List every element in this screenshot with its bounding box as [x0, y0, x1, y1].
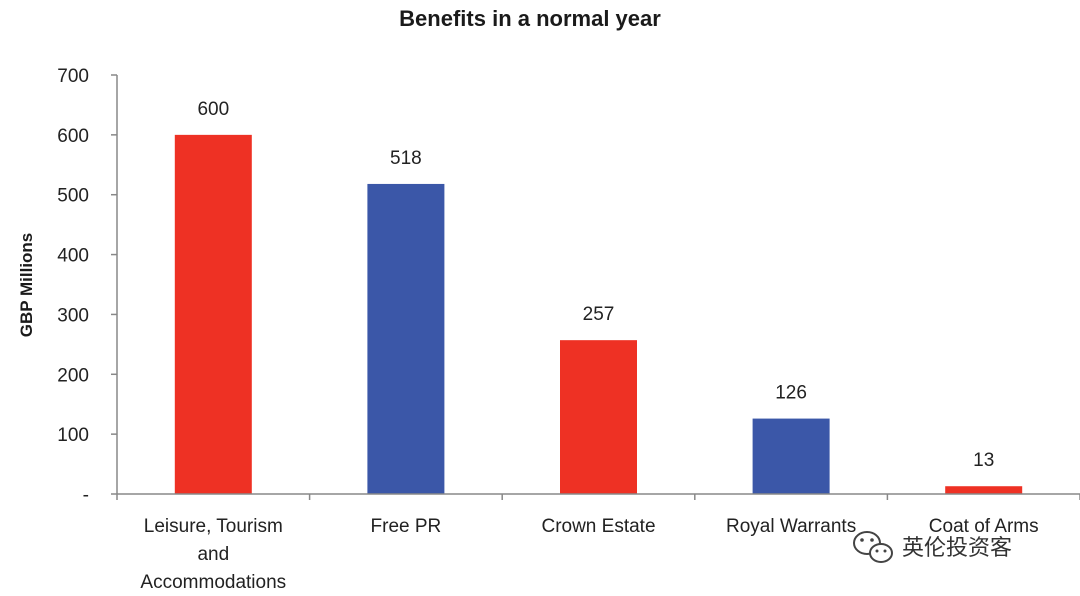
y-tick-label: 100 [57, 425, 89, 446]
x-axis-ticks [116, 494, 1080, 500]
x-tick-label: Leisure, Tourism [144, 516, 283, 537]
wechat-logo-icon [853, 531, 893, 563]
bar [560, 340, 637, 494]
x-axis-labels: Leisure, Tourism and Accommodations Free PR… [140, 516, 1038, 593]
y-tick-label: 600 [57, 126, 89, 147]
y-tick-label: 400 [57, 246, 89, 267]
data-label: 13 [973, 450, 994, 471]
data-label: 518 [390, 148, 422, 169]
x-tick-label: Accommodations [140, 572, 286, 593]
bars [174, 134, 1023, 494]
x-tick-label: and [197, 544, 229, 565]
bar [945, 486, 1023, 494]
x-tick-label: Royal Warrants [726, 516, 856, 537]
y-axis-ticks: - 100 200 300 400 500 600 700 [57, 66, 117, 506]
bar [174, 134, 252, 494]
y-tick-label: 300 [57, 305, 89, 326]
watermark-text: 英伦投资客 [902, 536, 1012, 561]
x-tick-label: Free PR [371, 516, 442, 537]
y-tick-label: 500 [57, 186, 89, 207]
x-tick-label: Coat of Arms [929, 516, 1039, 537]
y-tick-label: - [83, 485, 89, 506]
x-tick-label: Crown Estate [541, 516, 655, 537]
y-tick-label: 700 [57, 66, 89, 87]
chart-title: Benefits in a normal year [399, 6, 661, 31]
y-tick-label: 200 [57, 365, 89, 386]
data-labels: 600 518 257 126 13 [197, 99, 994, 471]
data-label: 600 [197, 99, 229, 120]
data-label: 257 [583, 304, 615, 325]
data-label: 126 [775, 383, 807, 404]
bar [367, 183, 445, 494]
bar [752, 418, 830, 494]
watermark: 英伦投资客 [853, 531, 1012, 563]
y-axis-label: GBP Millions [17, 233, 36, 338]
